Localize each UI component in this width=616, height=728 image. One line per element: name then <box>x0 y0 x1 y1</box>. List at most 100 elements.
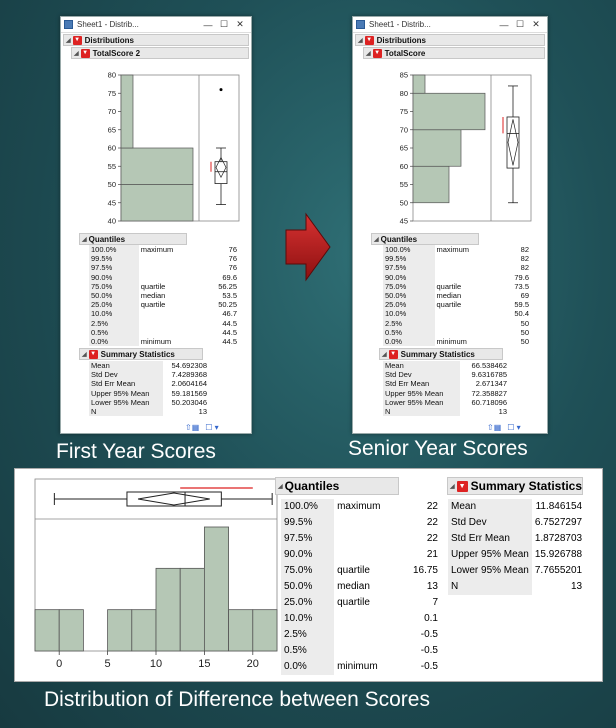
summary-row: Std Dev 7.4289368 <box>89 370 209 380</box>
collapse-icon[interactable]: ◢ <box>74 50 79 57</box>
collapse-icon[interactable]: ◢ <box>82 351 87 358</box>
quantile-percent: 75.0% <box>383 281 435 292</box>
quantile-value: 50 <box>520 337 529 347</box>
red-triangle-menu-icon[interactable]: ▼ <box>80 48 90 58</box>
x-tick-label: 20 <box>247 658 259 670</box>
navigate-icon[interactable]: ⇧▦ <box>185 422 200 432</box>
quantiles-outline[interactable]: ◢ Quantiles <box>371 233 479 245</box>
red-triangle-menu-icon[interactable]: ▼ <box>88 349 98 359</box>
minimize-button[interactable]: — <box>203 19 213 30</box>
summary-row: Upper 95% Mean 15.926788 <box>448 547 585 563</box>
quantile-label <box>334 547 400 563</box>
view-dropdown[interactable]: ☐ ▾ <box>205 422 219 432</box>
summary-value: 66.538462 <box>471 361 507 370</box>
x-tick-label: 15 <box>198 658 210 670</box>
red-triangle-menu-icon[interactable]: ▼ <box>72 35 82 45</box>
quantile-value: 50.25 <box>218 300 237 310</box>
distributions-outline[interactable]: ◢ ▼ Distributions <box>63 34 249 46</box>
summary-title: Summary Statistics <box>400 349 475 359</box>
quantile-label <box>139 263 201 272</box>
quantiles-outline[interactable]: ◢ Quantiles <box>275 477 399 495</box>
quantile-percent: 90.0% <box>281 547 335 563</box>
y-tick-label: 55 <box>108 162 116 171</box>
close-button[interactable]: ✕ <box>236 19 244 29</box>
collapse-icon[interactable]: ◢ <box>382 351 387 358</box>
window-title: Sheet1 - Distrib... <box>369 20 431 29</box>
quantile-value: 46.7 <box>222 309 237 319</box>
summary-value: 11.846154 <box>535 501 583 512</box>
summary-value: 7.4289368 <box>171 370 207 380</box>
quantile-row: 100.0% maximum 76 <box>89 245 239 255</box>
summary-outline[interactable]: ◢ ▼ Summary Statistics <box>379 348 503 360</box>
summary-label: Std Dev <box>448 515 532 531</box>
summary-value: 13 <box>198 407 207 417</box>
quantile-percent: 99.5% <box>89 254 139 264</box>
summary-table: Mean 54.692308 Std Dev 7.4289368 Std Err Mea… <box>89 361 209 417</box>
maximize-button[interactable]: ☐ <box>219 19 229 29</box>
close-button[interactable]: ✕ <box>532 19 540 29</box>
navigate-icon[interactable]: ⇧▦ <box>487 422 502 432</box>
quantile-label <box>334 611 400 627</box>
y-tick-label: 50 <box>400 198 408 207</box>
quantile-value: 59.5 <box>514 300 529 310</box>
variable-outline[interactable]: ◢ ▼ TotalScore <box>363 47 545 59</box>
y-tick-label: 75 <box>108 89 116 98</box>
quantile-row: 0.5% -0.5 <box>281 643 441 659</box>
summary-row: N 13 <box>383 407 509 417</box>
summary-outline[interactable]: ◢ ▼ Summary Statistics <box>79 348 203 360</box>
view-dropdown[interactable]: ☐ ▾ <box>507 422 521 432</box>
summary-row: Std Err Mean 2.671347 <box>383 379 509 389</box>
quantile-label: median <box>140 291 166 301</box>
y-tick-label: 80 <box>108 71 116 80</box>
summary-outline[interactable]: ◢ ▼ Summary Statistics <box>447 477 583 495</box>
summary-table: Mean 66.538462 Std Dev 9.6316785 Std Err Mea… <box>383 361 509 417</box>
histogram-bar <box>203 526 229 652</box>
collapse-icon[interactable]: ◢ <box>358 37 363 44</box>
variable-outline[interactable]: ◢ ▼ TotalScore 2 <box>71 47 249 59</box>
quantile-label <box>435 273 499 282</box>
summary-title: Summary Statistics <box>100 349 175 359</box>
collapse-icon[interactable]: ◢ <box>66 37 71 44</box>
summary-value: 59.181569 <box>171 388 207 398</box>
summary-row: Std Err Mean 2.0604164 <box>89 379 209 389</box>
maximize-button[interactable]: ☐ <box>515 19 525 29</box>
summary-value: 2.0604164 <box>171 379 207 389</box>
quantile-value: 76 <box>228 263 237 273</box>
quantile-row: 99.5% 22 <box>281 515 441 531</box>
box <box>126 491 222 507</box>
collapse-icon[interactable]: ◢ <box>450 483 455 490</box>
summary-value: 7.7655201 <box>534 565 583 576</box>
quantile-row: 2.5% 44.5 <box>89 318 239 328</box>
summary-row: Mean 54.692308 <box>89 361 209 371</box>
quantile-value: 53.5 <box>222 291 237 301</box>
y-tick-label: 50 <box>108 180 116 189</box>
collapse-icon[interactable]: ◢ <box>278 483 283 490</box>
red-triangle-menu-icon[interactable]: ▼ <box>364 35 374 45</box>
quantile-label: minimum <box>337 661 378 672</box>
summary-label: Std Err Mean <box>448 531 532 547</box>
quantile-row: 2.5% 50 <box>383 318 531 328</box>
collapse-icon[interactable]: ◢ <box>374 236 379 243</box>
quantile-percent: 2.5% <box>281 627 335 643</box>
red-triangle-menu-icon[interactable]: ▼ <box>456 480 468 492</box>
quantile-row: 90.0% 69.6 <box>89 272 239 282</box>
summary-value: 6.7527297 <box>534 517 583 528</box>
quantile-label: quartile <box>140 300 166 310</box>
collapse-icon[interactable]: ◢ <box>82 236 87 243</box>
quantile-label: median <box>337 581 370 592</box>
quantile-label: maximum <box>337 501 381 512</box>
quantile-label <box>334 531 400 547</box>
minimize-button[interactable]: — <box>499 19 509 30</box>
quantile-value: 76 <box>228 245 237 254</box>
quantile-label: maximum <box>140 245 174 254</box>
summary-table: Mean 11.846154 Std Dev 6.7527297 Std Err Mea… <box>448 499 585 595</box>
red-triangle-menu-icon[interactable]: ▼ <box>388 349 398 359</box>
y-tick-label: 60 <box>400 162 408 171</box>
collapse-icon[interactable]: ◢ <box>366 50 371 57</box>
quantile-percent: 100.0% <box>383 245 435 255</box>
distributions-outline[interactable]: ◢ ▼ Distributions <box>355 34 545 46</box>
quantile-label: quartile <box>337 565 370 576</box>
red-triangle-menu-icon[interactable]: ▼ <box>372 48 382 58</box>
histogram-bar <box>412 129 462 167</box>
quantiles-outline[interactable]: ◢ Quantiles <box>79 233 187 245</box>
